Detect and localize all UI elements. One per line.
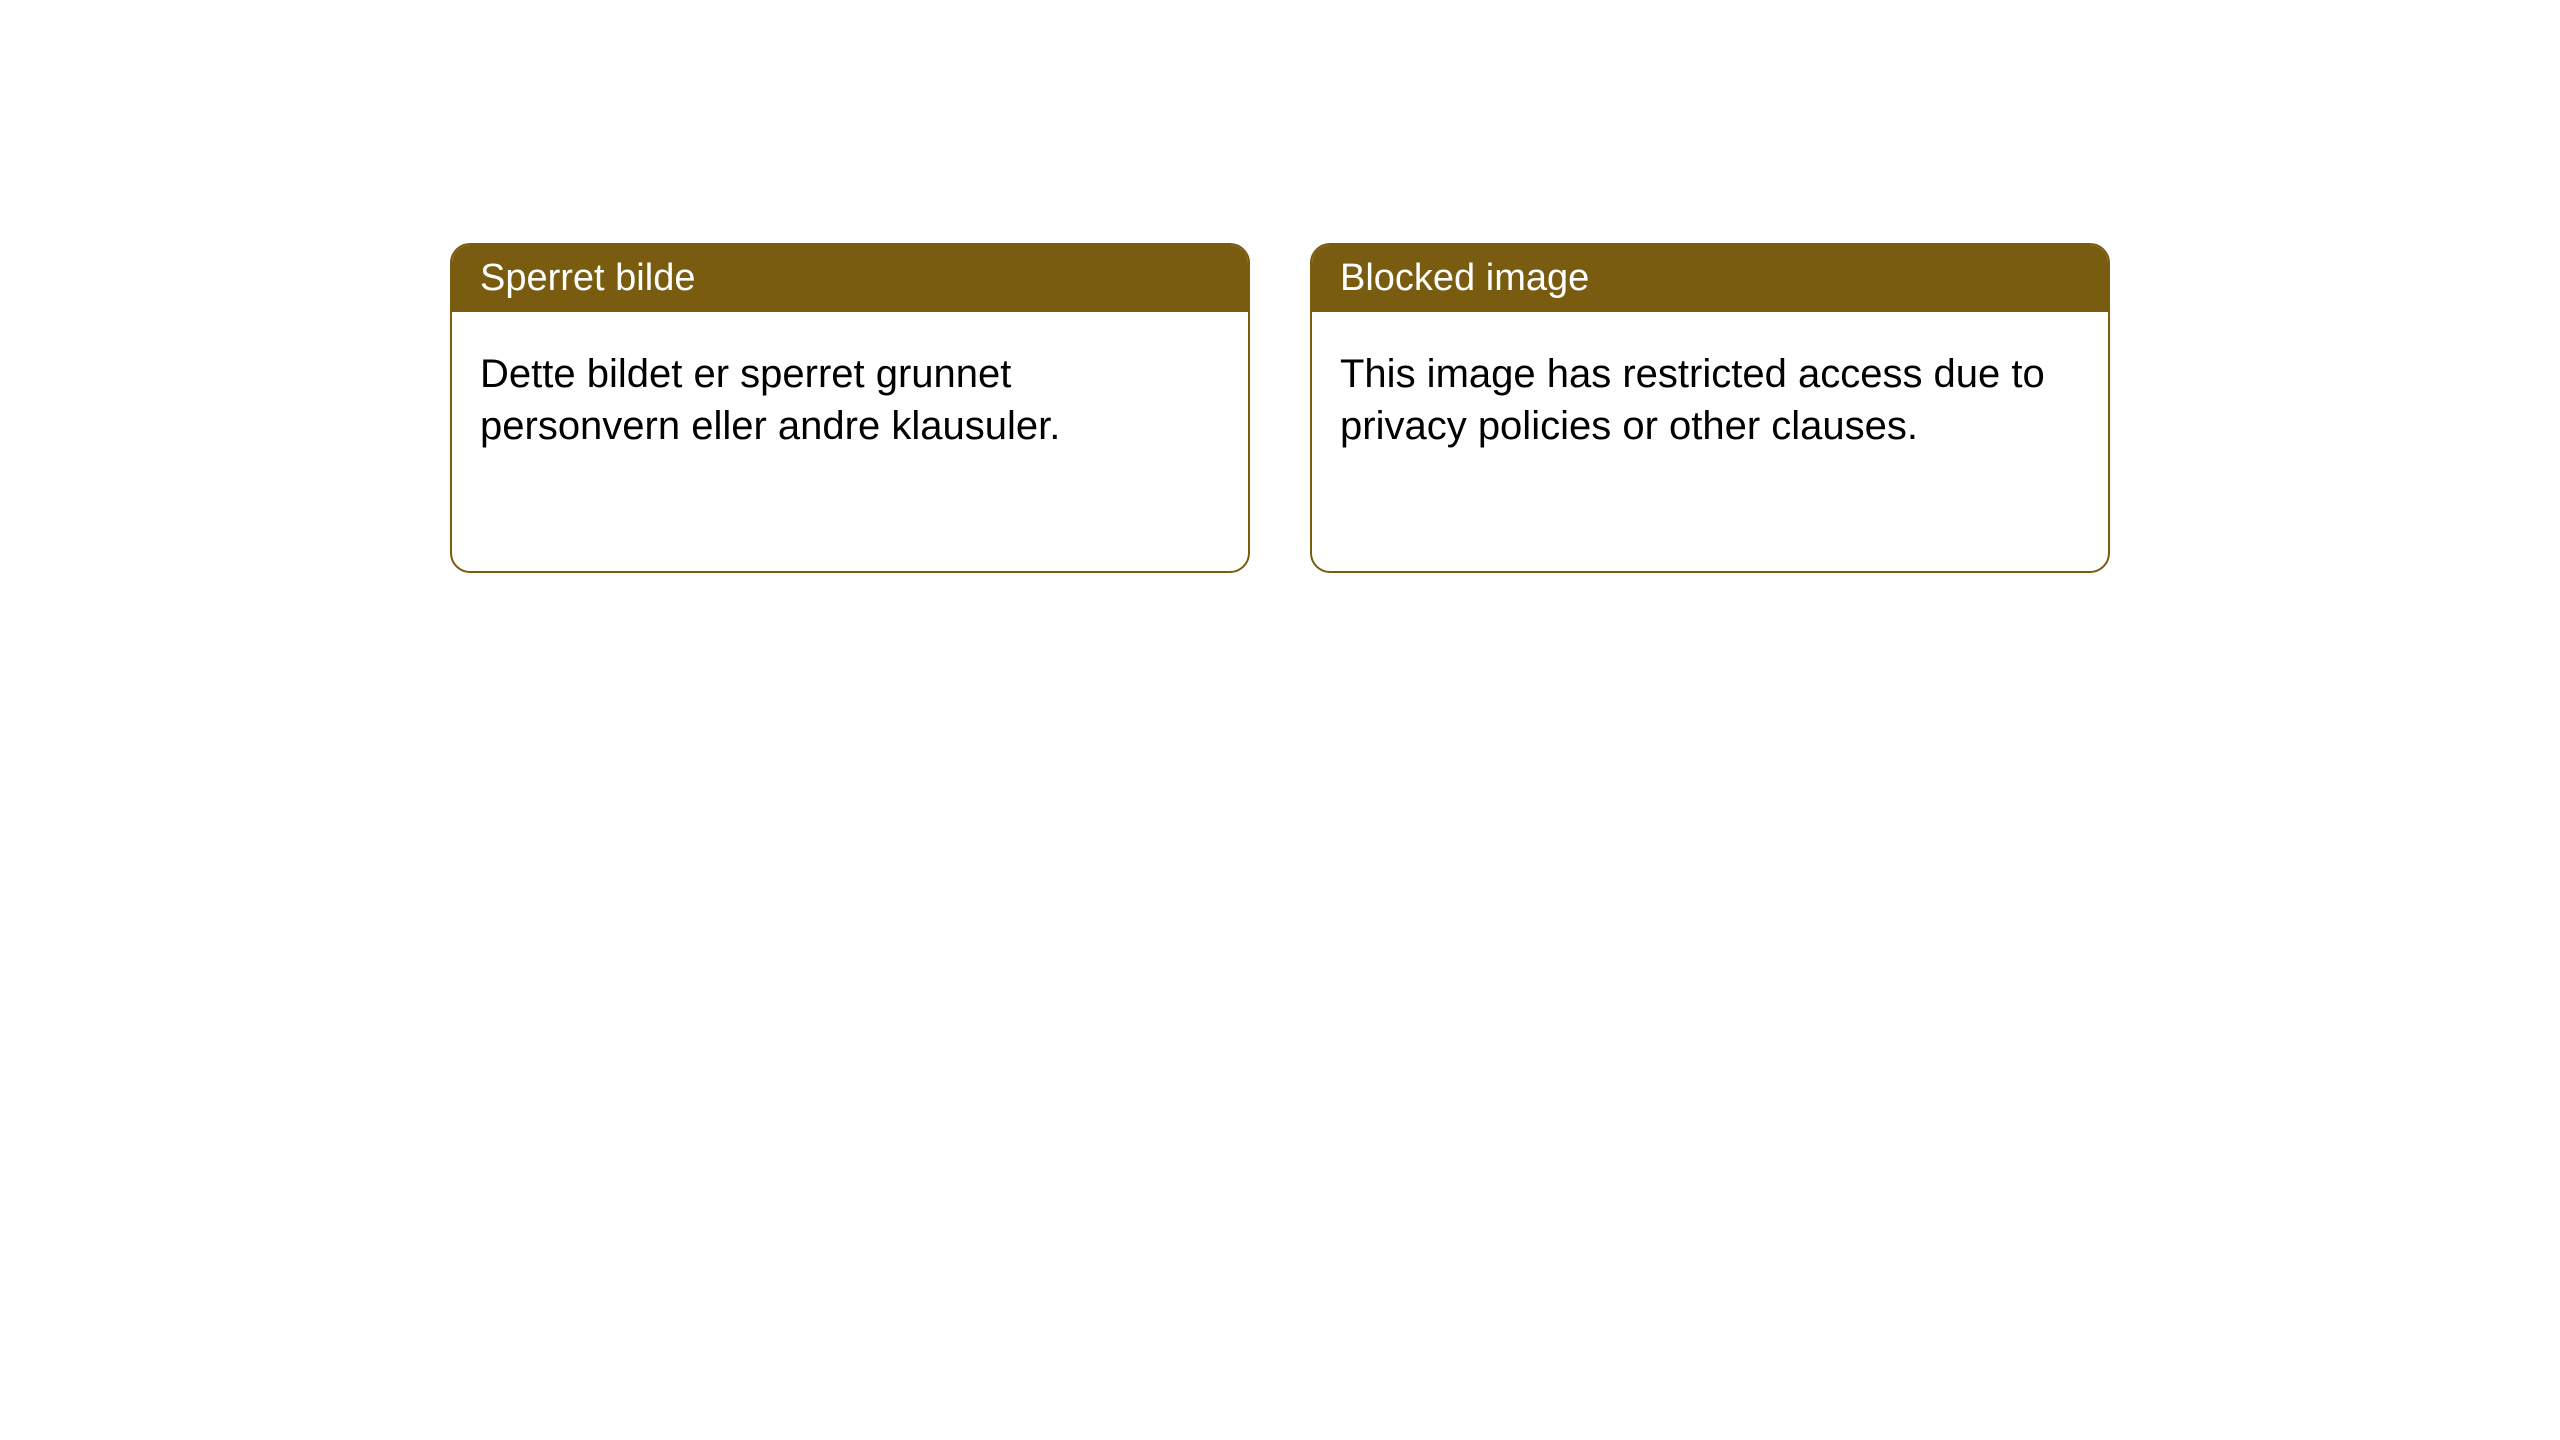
notice-box-english: Blocked image This image has restricted … <box>1310 243 2110 573</box>
notice-title: Blocked image <box>1340 257 1589 299</box>
notice-header: Sperret bilde <box>452 245 1248 312</box>
notice-box-norwegian: Sperret bilde Dette bildet er sperret gr… <box>450 243 1250 573</box>
notice-container: Sperret bilde Dette bildet er sperret gr… <box>0 0 2560 573</box>
notice-header: Blocked image <box>1312 245 2108 312</box>
notice-body: Dette bildet er sperret grunnet personve… <box>452 312 1248 488</box>
notice-body-text: Dette bildet er sperret grunnet personve… <box>480 352 1060 448</box>
notice-title: Sperret bilde <box>480 257 695 299</box>
notice-body-text: This image has restricted access due to … <box>1340 352 2045 448</box>
notice-body: This image has restricted access due to … <box>1312 312 2108 488</box>
